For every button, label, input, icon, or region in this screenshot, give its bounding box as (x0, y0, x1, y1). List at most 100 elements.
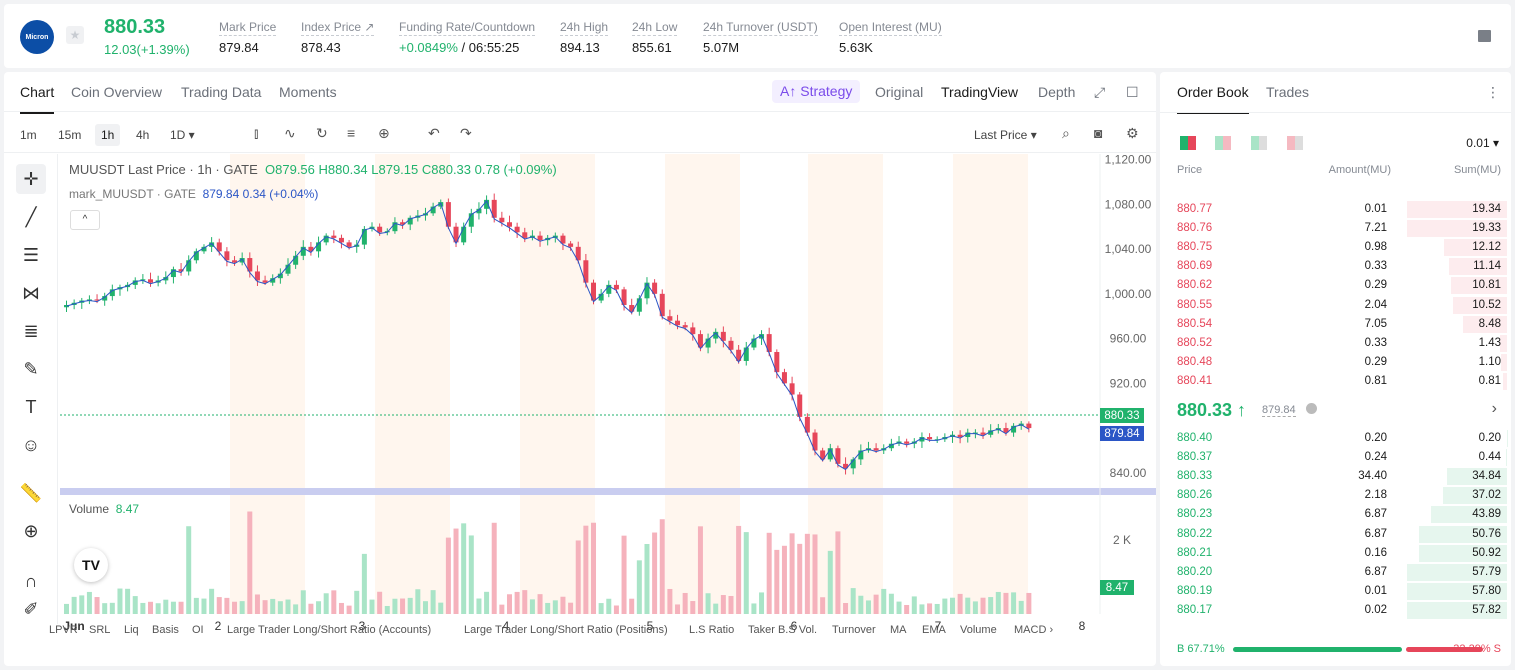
bid-row[interactable]: 880.21 0.16 50.92 (1160, 544, 1511, 563)
indicator-item[interactable]: MACD › (1014, 624, 1054, 636)
tf-4h[interactable]: 4h (136, 128, 150, 142)
indicator-icon[interactable]: ∿ (284, 125, 296, 141)
brush-icon[interactable]: ✎ (23, 359, 39, 379)
volume-bar (789, 533, 795, 614)
bid-row[interactable]: 880.26 2.18 37.02 (1160, 486, 1511, 505)
trendline-icon[interactable]: ╱ (25, 207, 37, 227)
tab-trades[interactable]: Trades (1266, 84, 1310, 100)
favorite-star-icon[interactable]: ★ (66, 26, 84, 44)
bid-row[interactable]: 880.19 0.01 57.80 (1160, 582, 1511, 601)
view-original[interactable]: Original (875, 84, 924, 100)
collapse-legend-button[interactable]: ^ (70, 210, 100, 230)
ask-row[interactable]: 880.55 2.04 10.52 (1160, 296, 1511, 315)
price-chart[interactable]: 1,120.00 1,080.00 1,040.00 1,000.00 960.00 92… (60, 154, 1156, 634)
micron-logo: Micron (20, 20, 54, 54)
strategy-button[interactable]: A↑ Strategy (772, 80, 861, 103)
indicator-item[interactable]: Taker B.S Vol. (748, 624, 818, 636)
indicator-item[interactable]: Liq (124, 624, 139, 636)
volume-bar (155, 603, 161, 614)
bid-row[interactable]: 880.23 6.87 43.89 (1160, 505, 1511, 524)
view-both-icon[interactable] (1180, 136, 1196, 150)
ask-row[interactable]: 880.75 0.98 12.12 (1160, 238, 1511, 257)
pencil-icon[interactable]: ✐ (23, 599, 39, 619)
bid-row[interactable]: 880.17 0.02 57.82 (1160, 601, 1511, 620)
chevron-right-icon[interactable]: › (1491, 400, 1497, 417)
crosshair-icon[interactable]: ✛ (16, 164, 46, 194)
volume-bar (629, 598, 635, 614)
window-icon[interactable]: ☐ (1126, 84, 1139, 100)
tab-chart[interactable]: Chart (20, 84, 55, 114)
volume-bar (736, 525, 742, 614)
indicator-item[interactable]: SRL (89, 624, 111, 636)
indicator-item[interactable]: L.S Ratio (689, 624, 735, 636)
ruler-icon[interactable]: 📏 (19, 483, 43, 503)
indicator-item[interactable]: Large Trader Long/Short Ratio (Accounts) (227, 624, 432, 636)
emoji-icon[interactable]: ☺ (21, 435, 41, 455)
date-tick-label: 4 (503, 619, 510, 633)
tf-1d[interactable]: 1D ▾ (170, 128, 195, 142)
ask-row[interactable]: 880.62 0.29 10.81 (1160, 276, 1511, 295)
fib-icon[interactable]: ≣ (23, 321, 39, 341)
tradingview-logo[interactable]: TV (74, 548, 108, 582)
amount-cell: 0.33 (1364, 260, 1387, 273)
indicator-item[interactable]: Volume (960, 624, 997, 636)
ask-row[interactable]: 880.76 7.21 19.33 (1160, 219, 1511, 238)
ask-row[interactable]: 880.52 0.33 1.43 (1160, 334, 1511, 353)
view-asks-icon[interactable] (1287, 136, 1303, 150)
candle-type-icon[interactable]: ⫾ (254, 125, 259, 141)
bid-row[interactable]: 880.37 0.24 0.44 (1160, 448, 1511, 467)
ask-row[interactable]: 880.48 0.29 1.10 (1160, 353, 1511, 372)
indicator-item[interactable]: Basis (152, 624, 179, 636)
view-tradingview[interactable]: TradingView (941, 84, 1019, 100)
tab-trading-data[interactable]: Trading Data (181, 84, 262, 100)
indicator-item[interactable]: Large Trader Long/Short Ratio (Positions… (464, 624, 668, 636)
volume-bar (568, 602, 574, 614)
tab-moments[interactable]: Moments (279, 84, 337, 100)
more-icon[interactable]: ⋮ (1486, 84, 1500, 100)
indicator-item[interactable]: Turnover (832, 624, 876, 636)
ask-row[interactable]: 880.69 0.33 11.14 (1160, 257, 1511, 276)
expand-icon[interactable]: ⤢ (1094, 84, 1106, 100)
tab-coin-overview[interactable]: Coin Overview (71, 84, 163, 100)
price-source-select[interactable]: Last Price ▾ (974, 128, 1037, 142)
view-bids-icon[interactable] (1251, 136, 1267, 150)
ask-row[interactable]: 880.54 7.05 8.48 (1160, 315, 1511, 334)
bid-row[interactable]: 880.20 6.87 57.79 (1160, 563, 1511, 582)
text-icon[interactable]: T (25, 397, 37, 417)
ask-row[interactable]: 880.77 0.01 19.34 (1160, 200, 1511, 219)
precision-select[interactable]: 0.01 ▾ (1466, 136, 1499, 150)
bid-row[interactable]: 880.40 0.20 0.20 (1160, 429, 1511, 448)
candle (407, 215, 413, 231)
settings-icon[interactable]: ⚙ (1126, 125, 1139, 141)
ask-row[interactable]: 880.41 0.81 0.81 (1160, 372, 1511, 391)
tab-order-book[interactable]: Order Book (1177, 84, 1249, 114)
book-icon[interactable] (1478, 30, 1491, 42)
sum-cell: 50.76 (1472, 527, 1501, 540)
price-tick-label: 840.00 (1110, 466, 1147, 480)
tf-1m[interactable]: 1m (20, 128, 37, 142)
indicator-item[interactable]: OI (192, 624, 204, 636)
pattern-icon[interactable]: ⋈ (22, 283, 40, 303)
indicator-item[interactable]: MA (890, 624, 907, 636)
indicator-item[interactable]: EMA (922, 624, 946, 636)
view-split-icon[interactable] (1215, 136, 1231, 150)
bid-row[interactable]: 880.22 6.87 50.76 (1160, 525, 1511, 544)
tf-1h[interactable]: 1h (95, 124, 121, 146)
search-icon[interactable]: ⌕ (1062, 125, 1070, 141)
stat-index-price[interactable]: Index Price ↗ 878.43 (301, 20, 375, 55)
ticker-header: Micron ★ 880.33 12.03(+1.39%) Mark Price… (4, 4, 1511, 68)
zoom-icon[interactable]: ⊕ (23, 521, 39, 541)
volume-bar (613, 605, 619, 614)
camera-icon[interactable]: ◙ (1094, 125, 1103, 141)
redo-icon[interactable]: ↷ (460, 125, 472, 141)
bid-row[interactable]: 880.33 34.40 34.84 (1160, 467, 1511, 486)
undo-icon[interactable]: ↶ (428, 125, 440, 141)
tf-15m[interactable]: 15m (58, 128, 82, 142)
horizontal-lines-icon[interactable]: ☰ (22, 245, 40, 265)
replay-icon[interactable]: ↻ (316, 125, 328, 141)
template-icon[interactable]: ≡ (347, 125, 356, 141)
view-depth[interactable]: Depth (1038, 84, 1076, 100)
magnet-icon[interactable]: ∩ (24, 571, 38, 591)
add-indicator-icon[interactable]: ⊕ (378, 125, 390, 141)
indicator-item[interactable]: LPVR (49, 624, 78, 636)
